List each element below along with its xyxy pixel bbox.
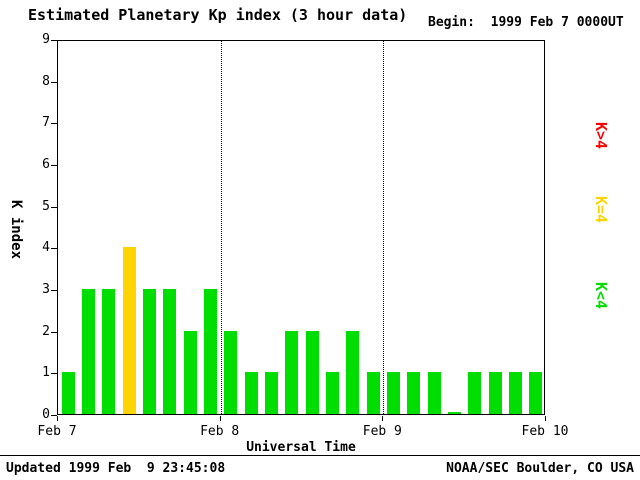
y-tick-label: 2 bbox=[42, 323, 50, 339]
legend-item-k-gt-4: K>4 bbox=[592, 122, 610, 150]
y-tick-label: 6 bbox=[42, 157, 50, 172]
y-tick-mark bbox=[51, 331, 57, 333]
y-tick-label: 5 bbox=[42, 198, 50, 214]
plot-area bbox=[57, 40, 545, 415]
begin-value: 1999 Feb 7 0000UT bbox=[490, 15, 624, 30]
kp-bar bbox=[427, 372, 441, 414]
kp-bar bbox=[224, 330, 238, 414]
y-tick-mark bbox=[51, 415, 57, 416]
y-tick-mark bbox=[51, 248, 57, 250]
x-tick-mark bbox=[57, 416, 58, 421]
kp-bar bbox=[163, 289, 177, 414]
kp-bar bbox=[387, 372, 400, 414]
y-tick-mark bbox=[51, 81, 57, 83]
kp-bar bbox=[529, 372, 543, 414]
kp-bar bbox=[265, 372, 278, 414]
y-tick-mark bbox=[51, 123, 57, 125]
kp-bar bbox=[122, 247, 136, 414]
kp-bar bbox=[366, 372, 380, 414]
legend-item-k-lt-4: K<4 bbox=[592, 282, 610, 310]
day-boundary-gridline bbox=[220, 41, 222, 414]
x-tick-label: Feb 9 bbox=[362, 424, 402, 439]
y-tick-label: 3 bbox=[42, 282, 50, 297]
y-axis-label: K index bbox=[8, 200, 24, 260]
kp-bar bbox=[204, 289, 217, 414]
kp-bar bbox=[305, 330, 319, 414]
kp-bar bbox=[448, 412, 461, 414]
y-tick-label: 9 bbox=[42, 32, 50, 47]
kp-bar bbox=[82, 289, 95, 414]
updated-timestamp: Updated 1999 Feb 9 23:45:08 bbox=[6, 461, 226, 476]
begin-label: Begin: 1999 Feb 7 0000UT bbox=[428, 15, 624, 30]
kp-bar bbox=[244, 372, 258, 414]
x-tick-label: Feb 10 bbox=[521, 424, 569, 439]
y-tick-mark bbox=[51, 165, 57, 166]
y-tick-mark bbox=[51, 206, 57, 208]
begin-label-text: Begin: bbox=[428, 15, 475, 30]
x-tick-label: Feb 7 bbox=[37, 424, 77, 439]
day-boundary-gridline bbox=[383, 41, 385, 414]
y-tick-label: 7 bbox=[42, 115, 50, 131]
x-tick-mark bbox=[545, 416, 546, 421]
x-axis-label: Universal Time bbox=[246, 440, 356, 455]
kp-bar bbox=[488, 372, 502, 414]
x-tick-mark bbox=[219, 416, 221, 421]
kp-bar bbox=[61, 372, 75, 414]
y-tick-mark bbox=[51, 373, 57, 375]
legend-item-k-eq-4: K=4 bbox=[592, 196, 610, 224]
x-tick-label: Feb 8 bbox=[200, 424, 240, 439]
kp-bar bbox=[285, 330, 299, 414]
source-attribution: NOAA/SEC Boulder, CO USA bbox=[446, 461, 634, 476]
y-tick-mark bbox=[51, 40, 57, 41]
y-tick-label: 4 bbox=[42, 240, 50, 256]
kp-bar bbox=[407, 372, 421, 414]
kp-bar bbox=[102, 289, 116, 414]
y-tick-label: 0 bbox=[42, 407, 50, 422]
kp-bar bbox=[468, 372, 482, 414]
kp-bar bbox=[183, 330, 197, 414]
y-tick-label: 8 bbox=[42, 73, 50, 89]
x-tick-mark bbox=[382, 416, 384, 421]
chart-title: Estimated Planetary Kp index (3 hour dat… bbox=[28, 6, 408, 24]
kp-bar bbox=[326, 372, 339, 414]
footer-divider bbox=[0, 455, 640, 456]
kp-bar bbox=[509, 372, 522, 414]
kp-bar bbox=[346, 330, 360, 414]
kp-bar bbox=[143, 289, 156, 414]
y-tick-mark bbox=[51, 290, 57, 291]
begin-spacer bbox=[475, 15, 491, 30]
y-tick-label: 1 bbox=[42, 365, 50, 381]
